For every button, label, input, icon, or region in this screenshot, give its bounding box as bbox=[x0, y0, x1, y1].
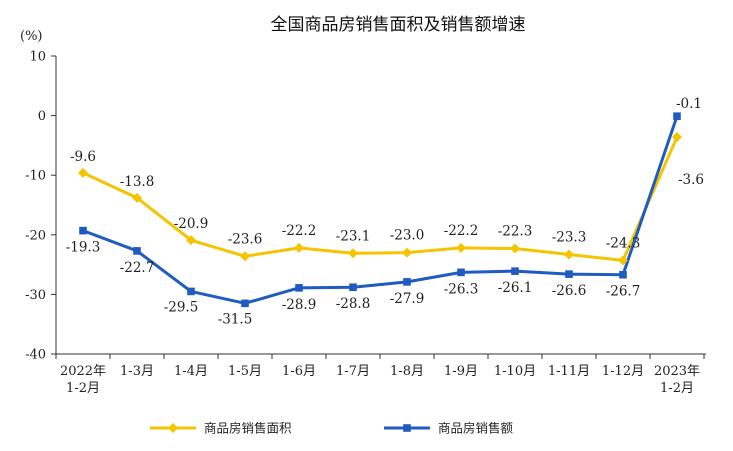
x-tick-label: 2022年 bbox=[60, 364, 106, 379]
series-2-data-label: -31.5 bbox=[218, 311, 253, 327]
series-2-data-label: -26.1 bbox=[498, 280, 533, 296]
series-2-data-label: -27.9 bbox=[390, 291, 425, 307]
y-tick-label: -30 bbox=[25, 288, 46, 303]
series-2-marker bbox=[79, 226, 87, 235]
series-1-marker bbox=[132, 192, 142, 203]
series-1-data-label: -9.6 bbox=[70, 149, 96, 165]
series-2-marker bbox=[187, 287, 195, 296]
y-tick-label: -40 bbox=[25, 348, 46, 363]
x-tick-label: 1-2月 bbox=[66, 381, 100, 396]
series-1-data-label: -3.6 bbox=[678, 172, 704, 188]
series-lines bbox=[82, 115, 679, 305]
series-1-marker bbox=[294, 242, 304, 253]
series-2-data-label: -22.7 bbox=[120, 260, 155, 276]
y-tick-label: 10 bbox=[29, 50, 46, 65]
series-2-marker bbox=[241, 299, 249, 308]
series-1-data-label: -23.6 bbox=[228, 231, 263, 247]
x-tick-label: 1-8月 bbox=[390, 364, 424, 379]
series-1-marker bbox=[618, 255, 628, 266]
series-2-data-label: -19.3 bbox=[66, 240, 101, 256]
series-1-data-label: -13.8 bbox=[120, 174, 155, 190]
y-tick-label: -10 bbox=[25, 169, 46, 184]
x-tick-label: 2023年 bbox=[654, 364, 700, 379]
series-1-data-label: -22.2 bbox=[444, 223, 479, 239]
x-tick-label: 1-10月 bbox=[494, 364, 536, 379]
series-2-data-label: -0.1 bbox=[676, 96, 702, 112]
series-1-data-label: -24.3 bbox=[606, 235, 641, 251]
series-1-marker bbox=[348, 248, 358, 259]
y-tick-label: 0 bbox=[38, 109, 46, 124]
x-tick-label: 1-9月 bbox=[444, 364, 478, 379]
series-1-marker bbox=[672, 132, 682, 143]
series-1-marker bbox=[564, 249, 574, 260]
series-2-data-label: -28.8 bbox=[336, 296, 371, 312]
series-2-data-label: -29.5 bbox=[164, 299, 199, 315]
legend-label: 商品房销售额 bbox=[438, 421, 514, 436]
y-tick-label: -20 bbox=[25, 228, 46, 243]
series-markers bbox=[78, 112, 682, 308]
chart-title: 全国商品房销售面积及销售额增速 bbox=[271, 15, 526, 35]
x-tick-label: 1-2月 bbox=[660, 381, 694, 396]
series-1-data-label: -20.9 bbox=[174, 216, 209, 232]
data-labels: -9.6 -13.8 -20.9 -23.6 -22.2 -23.1 -23.0 -22.2 -… bbox=[66, 96, 704, 327]
series-2-marker bbox=[295, 284, 303, 292]
legend: 商品房销售面积 商品房销售额 bbox=[150, 421, 514, 436]
series-2-marker bbox=[133, 247, 141, 255]
legend-marker bbox=[403, 424, 411, 432]
series-2-marker bbox=[349, 283, 357, 292]
series-1-data-label: -23.1 bbox=[336, 228, 371, 244]
x-tick-label: 1-4月 bbox=[174, 364, 208, 379]
series-2-marker bbox=[619, 270, 627, 279]
series-1-data-label: -22.2 bbox=[282, 223, 317, 239]
y-unit-label: (%) bbox=[20, 29, 43, 44]
series-2-marker bbox=[457, 268, 465, 277]
x-tick-label: 1-7月 bbox=[336, 364, 370, 379]
x-tick-label: 1-3月 bbox=[120, 364, 154, 379]
series-1-data-label: -23.3 bbox=[552, 229, 587, 245]
series-1-marker bbox=[510, 243, 520, 254]
x-tick-label: 1-6月 bbox=[282, 364, 316, 379]
series-1-marker bbox=[456, 242, 466, 253]
x-tick-label: 1-11月 bbox=[548, 364, 590, 379]
series-2-data-label: -26.6 bbox=[552, 283, 587, 299]
series-1-data-label: -22.3 bbox=[498, 224, 533, 240]
legend-marker bbox=[168, 423, 178, 433]
series-2-data-label: -26.7 bbox=[606, 284, 641, 300]
series-line-2 bbox=[82, 115, 679, 305]
series-2-marker bbox=[403, 278, 411, 286]
series-1-marker bbox=[402, 247, 412, 258]
series-2-marker bbox=[673, 112, 681, 120]
x-tick-label: 1-12月 bbox=[602, 364, 644, 379]
series-2-data-label: -26.3 bbox=[444, 281, 479, 297]
series-2-marker bbox=[565, 270, 573, 278]
series-1-marker bbox=[186, 235, 196, 246]
series-1-marker bbox=[240, 251, 250, 262]
series-line-1 bbox=[82, 136, 679, 262]
series-2-data-label: -28.9 bbox=[282, 297, 317, 313]
axes: 10 0 -10 -20 -30 -40 2022年 1-2月 1-3月 1-4月 1-5月 1-6月… bbox=[25, 50, 706, 396]
series-1-data-label: -23.0 bbox=[390, 228, 425, 244]
series-2-marker bbox=[511, 267, 519, 275]
x-tick-label: 1-5月 bbox=[228, 364, 262, 379]
series-1-marker bbox=[78, 167, 88, 178]
legend-label: 商品房销售面积 bbox=[204, 421, 292, 436]
